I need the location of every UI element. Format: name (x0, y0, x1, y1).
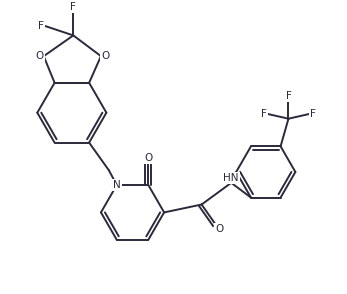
Text: HN: HN (223, 173, 239, 183)
Text: F: F (310, 109, 316, 119)
Text: F: F (38, 21, 44, 31)
Text: O: O (215, 224, 224, 234)
Text: N: N (113, 180, 121, 190)
Text: F: F (286, 91, 291, 101)
Text: O: O (101, 51, 109, 61)
Text: F: F (261, 109, 267, 119)
Text: F: F (70, 2, 76, 12)
Text: O: O (144, 153, 152, 163)
Text: O: O (35, 51, 44, 61)
